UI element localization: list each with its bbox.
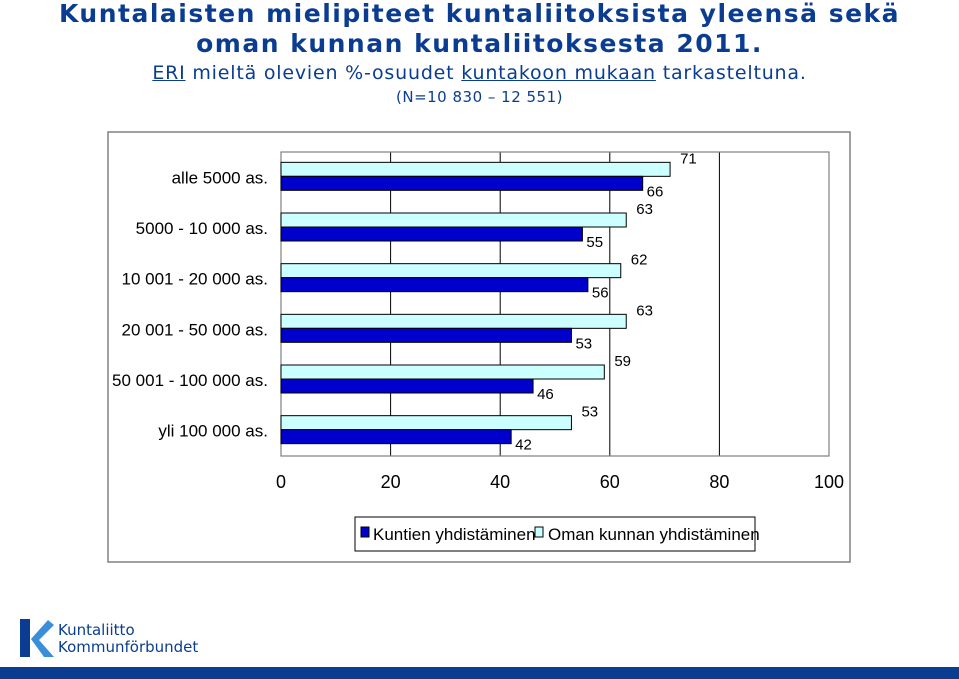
- legend-box: [354, 516, 756, 552]
- bar-oman-kunnan: [280, 415, 572, 431]
- bar-kuntien: [280, 378, 534, 394]
- footer-bar: [0, 667, 959, 679]
- data-label-oman-kunnan: 59: [614, 353, 631, 370]
- data-label-kuntien: 53: [575, 335, 592, 352]
- bar-kuntien: [280, 175, 644, 191]
- category-label: alle 5000 as.: [172, 168, 268, 187]
- kuntaliitto-k-logo-icon: [20, 619, 54, 657]
- chart-title-line1: Kuntalaisten mielipiteet kuntaliitoksist…: [58, 0, 901, 28]
- data-label-kuntien: 42: [515, 437, 532, 454]
- chart-frame: [107, 131, 851, 563]
- legend-swatch-kuntien: [360, 526, 370, 538]
- legend-label-oman-kunnan: Oman kunnan yhdistäminen: [548, 525, 760, 544]
- category-label: 20 001 - 50 000 as.: [121, 320, 268, 339]
- bar-kuntien: [280, 277, 589, 293]
- bar-kuntien: [280, 226, 583, 242]
- bar-oman-kunnan: [280, 263, 622, 279]
- bar-oman-kunnan: [280, 313, 627, 329]
- category-label: 50 001 - 100 000 as.: [112, 371, 268, 390]
- data-label-oman-kunnan: 71: [680, 150, 697, 167]
- legend-label-kuntien: Kuntien yhdistäminen: [373, 525, 536, 544]
- subtitle-end: tarkasteltuna.: [655, 62, 807, 84]
- subtitle-mid: mieltä olevien %-osuudet: [185, 62, 462, 84]
- x-tick-label: 20: [381, 472, 401, 492]
- data-label-kuntien: 46: [537, 386, 554, 403]
- x-tick-label: 40: [490, 472, 510, 492]
- category-label: 5000 - 10 000 as.: [136, 219, 268, 238]
- data-label-oman-kunnan: 53: [581, 404, 598, 421]
- x-tick-label: 0: [276, 472, 286, 492]
- subtitle-kuntakoon: kuntakoon mukaan: [461, 62, 656, 84]
- bar-oman-kunnan: [280, 212, 627, 228]
- plot-area: [280, 151, 830, 457]
- bar-oman-kunnan: [280, 161, 671, 177]
- logo-line2: Kommunförbundet: [58, 638, 199, 656]
- chart-subtitle: ERI mieltä olevien %-osuudet kuntakoon m…: [0, 62, 959, 84]
- sample-size-note: (N=10 830 – 12 551): [396, 88, 563, 106]
- data-label-oman-kunnan: 63: [636, 302, 653, 319]
- data-label-kuntien: 55: [586, 234, 603, 251]
- data-label-kuntien: 56: [592, 285, 609, 302]
- x-tick-label: 80: [709, 472, 729, 492]
- category-label: yli 100 000 as.: [158, 422, 268, 441]
- bar-kuntien: [280, 429, 512, 445]
- subtitle-eri: ERI: [152, 62, 186, 84]
- data-label-oman-kunnan: 62: [631, 252, 648, 269]
- bar-oman-kunnan: [280, 364, 605, 380]
- logo-line1: Kuntaliitto: [58, 621, 135, 639]
- logo-text: Kuntaliitto Kommunförbundet: [58, 622, 198, 656]
- chart-title-line2: oman kunnan kuntaliitoksesta 2011.: [196, 29, 763, 58]
- data-label-oman-kunnan: 63: [636, 201, 653, 218]
- category-label: 10 001 - 20 000 as.: [121, 270, 268, 289]
- legend-swatch-oman-kunnan: [534, 526, 544, 538]
- data-label-kuntien: 66: [647, 183, 664, 200]
- bar-kuntien: [280, 327, 572, 343]
- x-tick-label: 60: [600, 472, 620, 492]
- x-tick-label: 100: [814, 472, 844, 492]
